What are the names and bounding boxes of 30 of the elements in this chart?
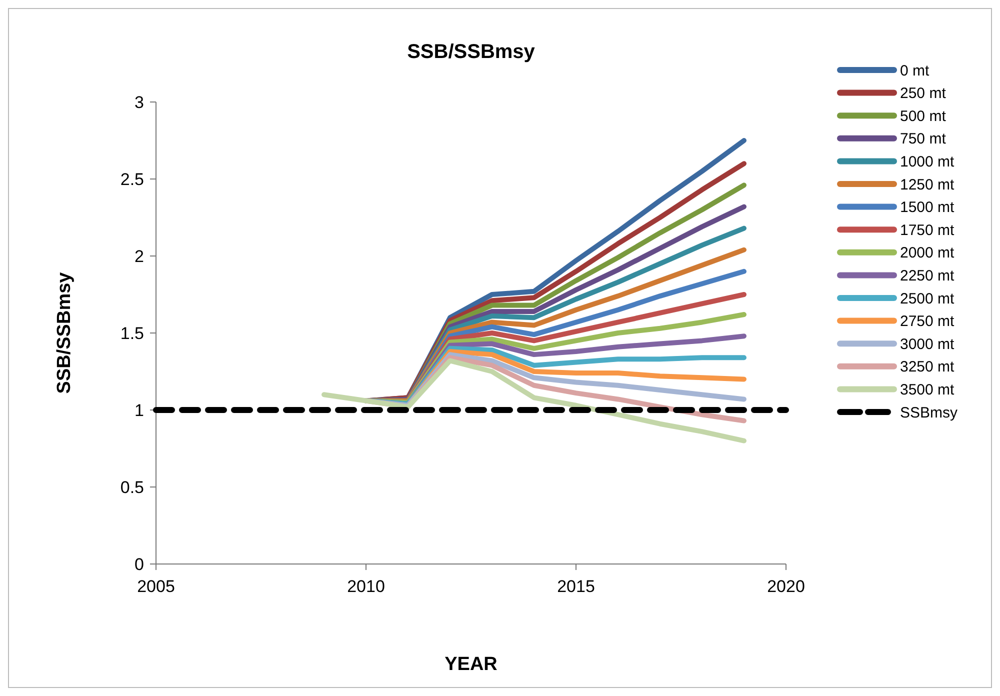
legend-label: 2250 mt <box>900 267 956 284</box>
y-tick-label: 0.5 <box>120 478 144 497</box>
legend-label: 2500 mt <box>900 290 956 308</box>
legend-label: 1250 mt <box>900 176 956 194</box>
legend-label: 750 mt <box>900 130 947 148</box>
legend-label: 2000 mt <box>900 244 956 262</box>
y-tick-label: 1.5 <box>120 324 144 343</box>
chart-title: SSB/SSBmsy <box>407 41 536 63</box>
y-tick-label: 1 <box>134 400 144 420</box>
legend-label: 1500 mt <box>900 199 956 216</box>
x-tick-label: 2005 <box>137 577 175 596</box>
legend-label: 1000 mt <box>900 153 956 170</box>
y-axis-title: SSB/SSBmsy <box>54 272 75 394</box>
legend-label: 250 mt <box>900 85 947 102</box>
legend-label: 3500 mt <box>900 381 956 398</box>
x-tick-label: 2015 <box>557 577 595 596</box>
y-tick-label: 3 <box>134 92 144 112</box>
legend-label: 2750 mt <box>900 313 956 330</box>
y-tick-label: 0 <box>134 554 144 574</box>
x-axis-title: YEAR <box>444 654 498 675</box>
legend-label: 3250 mt <box>900 358 956 376</box>
x-tick-label: 2020 <box>767 577 805 596</box>
legend-label: 500 mt <box>900 108 947 125</box>
legend-label: SSBmsy <box>900 404 958 422</box>
y-tick-label: 2 <box>134 246 144 266</box>
y-tick-label: 2.5 <box>120 170 144 189</box>
legend-label: 0 mt <box>900 62 930 80</box>
legend-label: 1750 mt <box>900 222 956 239</box>
legend-label: 3000 mt <box>900 336 956 353</box>
x-tick-label: 2010 <box>347 577 385 596</box>
